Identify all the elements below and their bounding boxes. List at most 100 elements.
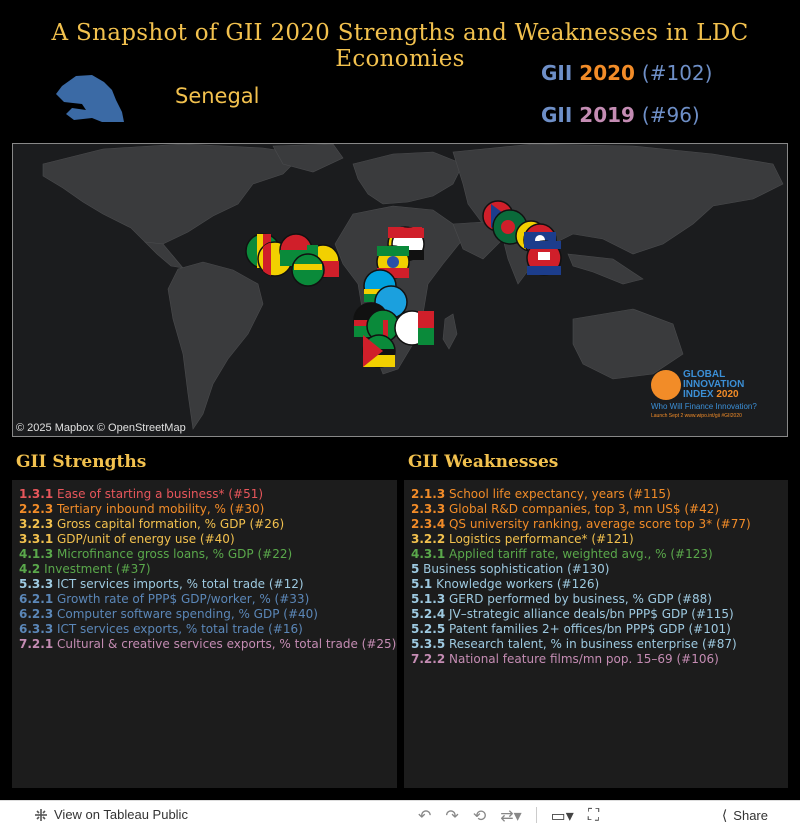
- indicator-code: 2.3.3: [411, 502, 446, 516]
- indicator-row: 5.1.3 GERD performed by business, % GDP …: [411, 592, 781, 607]
- indicator-label: Applied tariff rate, weighted avg., % (#…: [445, 547, 713, 561]
- indicator-code: 5.3.5: [411, 637, 446, 651]
- indicator-row: 5.2.4 JV–strategic alliance deals/bn PPP…: [411, 607, 781, 622]
- indicator-code: 5.3.3: [19, 577, 54, 591]
- rank-year: 2019: [579, 103, 635, 127]
- page-title: A Snapshot of GII 2020 Strengths and Wea…: [51, 20, 749, 72]
- indicator-row: 3.2.2 Logistics performance* (#121): [411, 532, 781, 547]
- indicator-label: National feature films/mn pop. 15–69 (#1…: [445, 652, 719, 666]
- indicator-row: 7.2.2 National feature films/mn pop. 15–…: [411, 652, 781, 667]
- arabia: [452, 221, 504, 260]
- indicator-label: Cultural & creative services exports, % …: [53, 637, 397, 651]
- indicator-row: 3.2.3 Gross capital formation, % GDP (#2…: [19, 517, 390, 532]
- tableau-toolbar: View on Tableau Public ↶ ↷ ⟲ ⇄▾ ▭▾ ⛶ ⟨ S…: [0, 800, 800, 827]
- indicator-code: 5.2.4: [411, 607, 446, 621]
- indicator-code: 6.3.3: [19, 622, 54, 636]
- ldc-flag-markers[interactable]: [245, 200, 562, 368]
- australia: [572, 308, 684, 380]
- indicator-label: Knowledge workers (#126): [432, 577, 600, 591]
- senegal-map-icon: [56, 75, 124, 122]
- indicator-row: 3.3.1 GDP/unit of energy use (#40): [19, 532, 390, 547]
- rank-gii-label: GII: [541, 61, 573, 85]
- indicator-label: Patent families 2+ offices/bn PPP$ GDP (…: [445, 622, 731, 636]
- indicator-code: 6.2.3: [19, 607, 54, 621]
- rank-value: (#96): [641, 103, 700, 127]
- indicator-code: 1.3.1: [19, 487, 54, 501]
- indicator-code: 5: [411, 562, 420, 576]
- indicator-code: 2.2.3: [19, 502, 54, 516]
- undo-icon[interactable]: ↶: [418, 805, 432, 825]
- indicator-label: Research talent, % in business enterpris…: [445, 637, 737, 651]
- indicator-label: Tertiary inbound mobility, % (#30): [53, 502, 265, 516]
- indicator-code: 2.1.3: [411, 487, 446, 501]
- central-america: [144, 241, 184, 269]
- indicator-label: Investment (#37): [40, 562, 151, 576]
- fullscreen-icon[interactable]: ⛶: [587, 805, 600, 824]
- indicator-label: Global R&D companies, top 3, mn US$ (#42…: [445, 502, 720, 516]
- indicator-label: Gross capital formation, % GDP (#26): [53, 517, 285, 531]
- indicator-code: 5.1: [411, 577, 433, 591]
- southeast-asia: [567, 253, 644, 285]
- indicator-code: 7.2.1: [19, 637, 54, 651]
- divider: [535, 807, 537, 823]
- indicator-row: 6.2.1 Growth rate of PPP$ GDP/worker, % …: [19, 592, 390, 607]
- madagascar: [442, 313, 458, 350]
- indicator-label: Business sophistication (#130): [419, 562, 610, 576]
- strengths-panel: 1.3.1 Ease of starting a business* (#51)…: [12, 480, 397, 788]
- indicator-label: GERD performed by business, % GDP (#88): [445, 592, 712, 606]
- greenland: [272, 144, 344, 173]
- refresh-icon[interactable]: ⇄▾: [500, 805, 522, 825]
- indicator-code: 5.1.3: [411, 592, 446, 606]
- indicator-code: 4.3.1: [411, 547, 446, 561]
- indicator-row: 6.2.3 Computer software spending, % GDP …: [19, 607, 390, 622]
- tableau-icon: [35, 808, 47, 821]
- indicator-code: 2.3.4: [411, 517, 446, 531]
- indicator-label: QS university ranking, average score top…: [445, 517, 751, 531]
- indicator-label: GDP/unit of energy use (#40): [53, 532, 235, 546]
- weaknesses-title: GII Weaknesses: [408, 452, 559, 472]
- indicator-code: 4.2: [19, 562, 41, 576]
- share-button[interactable]: ⟨ Share: [722, 807, 768, 824]
- europe: [352, 151, 464, 205]
- indicator-label: JV–strategic alliance deals/bn PPP$ GDP …: [445, 607, 734, 621]
- indicator-label: Computer software spending, % GDP (#40): [53, 607, 318, 621]
- gii-2020-logo: GLOBAL INNOVATION INDEX 2020 Who Will Fi…: [651, 369, 757, 419]
- rank-gii-label: GII: [541, 103, 573, 127]
- revert-icon[interactable]: ⟲: [472, 805, 487, 825]
- map-attribution[interactable]: © 2025 Mapbox © OpenStreetMap: [16, 422, 186, 434]
- indicator-row: 5.3.5 Research talent, % in business ent…: [411, 637, 781, 652]
- rank-value: (#102): [641, 61, 713, 85]
- indicator-row: 5.3.3 ICT services imports, % total trad…: [19, 577, 390, 592]
- indicator-code: 6.2.1: [19, 592, 54, 606]
- weaknesses-panel: 2.1.3 School life expectancy, years (#11…: [404, 480, 788, 788]
- indicator-row: 2.3.4 QS university ranking, average sco…: [411, 517, 781, 532]
- world-map[interactable]: GLOBAL INNOVATION INDEX 2020 Who Will Fi…: [12, 143, 788, 437]
- indicator-row: 1.3.1 Ease of starting a business* (#51): [19, 487, 390, 502]
- share-icon: ⟨: [721, 807, 728, 823]
- indicator-code: 3.3.1: [19, 532, 54, 546]
- indicator-row: 7.2.1 Cultural & creative services expor…: [19, 637, 396, 652]
- indicator-row: 4.2 Investment (#37): [19, 562, 390, 577]
- indicator-label: Ease of starting a business* (#51): [53, 487, 264, 501]
- south-america: [167, 261, 264, 430]
- indicator-code: 7.2.2: [411, 652, 446, 666]
- indicator-label: Logistics performance* (#121): [445, 532, 634, 546]
- indicator-label: ICT services imports, % total trade (#12…: [53, 577, 304, 591]
- map-canvas[interactable]: [13, 144, 788, 437]
- indicator-label: Growth rate of PPP$ GDP/worker, % (#33): [53, 592, 310, 606]
- indicator-row: 4.1.3 Microfinance gross loans, % GDP (#…: [19, 547, 390, 562]
- redo-icon[interactable]: ↷: [445, 805, 459, 825]
- indicator-row: 4.3.1 Applied tariff rate, weighted avg.…: [411, 547, 781, 562]
- share-label: Share: [733, 808, 768, 823]
- indicator-code: 4.1.3: [19, 547, 54, 561]
- toolbar-icons: ↶ ↷ ⟲ ⇄▾ ▭▾ ⛶: [418, 805, 599, 825]
- indicator-row: 6.3.3 ICT services exports, % total trad…: [19, 622, 390, 637]
- indicator-label: ICT services exports, % total trade (#16…: [53, 622, 303, 636]
- indicator-code: 3.2.2: [411, 532, 446, 546]
- comment-icon[interactable]: ▭▾: [550, 805, 574, 825]
- indicator-row: 2.1.3 School life expectancy, years (#11…: [411, 487, 781, 502]
- indicator-label: Microfinance gross loans, % GDP (#22): [53, 547, 293, 561]
- indicator-row: 2.2.3 Tertiary inbound mobility, % (#30): [19, 502, 390, 517]
- indicator-code: 5.2.5: [411, 622, 446, 636]
- view-on-tableau-link[interactable]: View on Tableau Public: [34, 807, 188, 822]
